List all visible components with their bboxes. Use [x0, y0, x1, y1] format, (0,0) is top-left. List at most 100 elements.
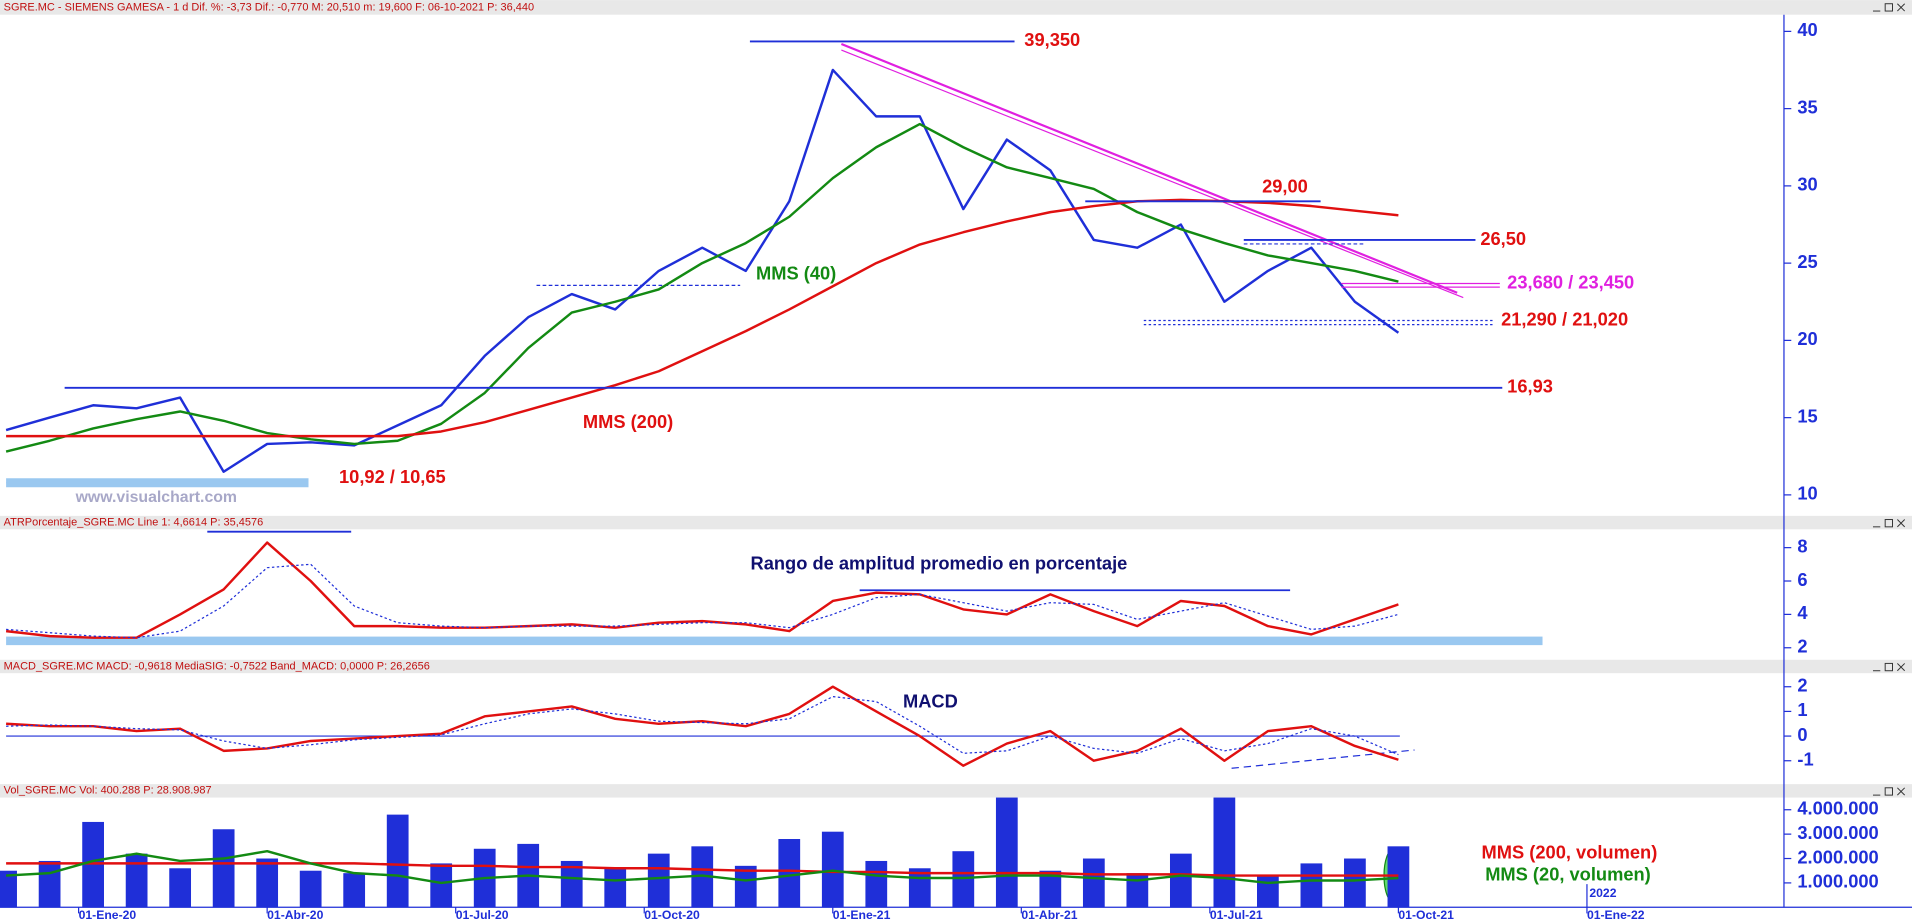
volume-bar	[647, 853, 670, 908]
x-tick-label: 01-Oct-20	[644, 908, 700, 922]
volume-bar	[386, 814, 409, 908]
volume-bar	[1169, 853, 1192, 908]
y-tick-label: 10	[1797, 483, 1817, 504]
x-tick-label: 01-Abr-20	[267, 908, 323, 922]
buttons[interactable]	[1872, 519, 1906, 528]
volume-bar	[1082, 858, 1105, 908]
macd-trend-line	[1231, 749, 1415, 769]
volume-bar	[1387, 846, 1410, 908]
y-tick-label: -1	[1797, 749, 1813, 770]
volume-bar	[604, 868, 627, 908]
buttons[interactable]	[1872, 662, 1906, 672]
y-tick-label: 40	[1797, 19, 1817, 40]
series-line	[6, 685, 1399, 767]
level-label: 29,00	[1262, 176, 1308, 197]
level-label: 26,50	[1480, 228, 1526, 249]
volume-bar	[256, 858, 279, 908]
volume-bar	[1213, 797, 1236, 908]
volume-bar	[212, 829, 235, 908]
volume-bar	[169, 868, 192, 908]
series-line	[6, 563, 1399, 639]
panel-title: MACD	[903, 690, 958, 711]
y-tick-label: 3.000.000	[1797, 822, 1878, 843]
panel-header: Vol_SGRE.MC Vol: 400.288 P: 28.908.987	[4, 785, 212, 797]
header-bar	[0, 515, 1912, 530]
volume-bar	[1126, 873, 1149, 908]
y-tick-label: 8	[1797, 535, 1807, 556]
volume-bar	[1300, 863, 1323, 908]
volume-bar	[38, 860, 61, 908]
y-tick-label: 2	[1797, 675, 1807, 696]
series-line	[5, 68, 1400, 473]
watermark: www.visualchart.com	[75, 489, 237, 506]
series-line	[5, 122, 1399, 453]
y-tick-label: 6	[1797, 569, 1807, 590]
window-buttons	[1872, 3, 1906, 796]
volume-bar	[125, 853, 148, 908]
panel: ATRPorcentaje_SGRE.MC Line 1: 4,6614 P: …	[4, 516, 1809, 656]
series-label: MMS (200, volumen)	[1482, 841, 1658, 862]
x-tick-label: 01-Ene-20	[79, 908, 137, 922]
y-tick-label: 2.000.000	[1797, 846, 1878, 867]
buttons[interactable]	[1872, 787, 1906, 796]
volume-bar	[299, 870, 322, 908]
series-line	[6, 695, 1399, 756]
y-tick-label: 15	[1797, 405, 1817, 426]
volume-bar	[821, 831, 844, 908]
y-tick-label: 35	[1797, 96, 1817, 117]
volume-bar	[995, 797, 1018, 908]
volume-bar	[343, 873, 366, 908]
volume-bar	[734, 865, 757, 908]
y-tick-label: 2	[1797, 636, 1807, 657]
atr-band	[6, 636, 1543, 646]
level-label: 23,680 / 23,450	[1507, 271, 1634, 292]
volume-bar	[778, 839, 801, 908]
level-label: 21,290 / 21,020	[1501, 308, 1628, 329]
series-line	[5, 541, 1399, 639]
header-bar	[0, 659, 1912, 674]
series-label: MMS (40)	[756, 262, 836, 283]
volume-bar	[1257, 875, 1279, 908]
series-line	[6, 862, 1399, 877]
series-line	[6, 849, 1399, 885]
volume-bar	[560, 860, 583, 908]
y-tick-label: 30	[1797, 174, 1817, 195]
x-tick-label: 01-Jul-20	[456, 908, 509, 922]
year-label: 2022	[1589, 886, 1616, 900]
y-tick-label: 4	[1797, 602, 1808, 623]
panel: MACD_SGRE.MC MACD: -0,9618 MediaSIG: -0,…	[4, 660, 1814, 769]
panel-header: ATRPorcentaje_SGRE.MC Line 1: 4,6614 P: …	[4, 516, 264, 528]
plot-area	[5, 68, 1400, 473]
x-tick-label: 01-Ene-21	[833, 908, 891, 922]
series-label: MMS (20, volumen)	[1485, 863, 1651, 884]
y-tick-label: 1	[1797, 699, 1807, 720]
header-bar	[0, 784, 1912, 798]
y-tick-label: 25	[1797, 251, 1817, 272]
plot-area	[0, 797, 1410, 908]
volume-bar	[865, 860, 888, 908]
volume-bar	[1344, 858, 1366, 908]
plot-area	[5, 541, 1399, 639]
series-line	[6, 198, 1399, 438]
level-label: 39,350	[1024, 29, 1080, 50]
header-bar	[0, 0, 1912, 15]
x-tick-label: 01-Abr-21	[1021, 908, 1077, 922]
level-label: 16,93	[1507, 376, 1553, 397]
panel-header: SGRE.MC - SIEMENS GAMESA - 1 d Dif. %: -…	[4, 1, 534, 13]
panel-title: Rango de amplitud promedio en porcentaje	[751, 552, 1128, 573]
x-tick-label: 01-Oct-21	[1398, 908, 1454, 922]
y-tick-label: 1.000.000	[1797, 871, 1878, 892]
volume-bar	[1039, 870, 1062, 908]
panel: Vol_SGRE.MC Vol: 400.288 P: 28.908.987 1.…	[0, 785, 1879, 922]
trend-line	[841, 49, 1464, 299]
y-tick-label: 20	[1797, 328, 1817, 349]
trend-line	[840, 42, 1458, 294]
panel-header: MACD_SGRE.MC MACD: -0,9618 MediaSIG: -0,…	[4, 660, 430, 672]
buttons[interactable]	[1872, 3, 1906, 12]
panel: SGRE.MC - SIEMENS GAMESA - 1 d Dif. %: -…	[4, 1, 1818, 505]
volume-bar	[430, 863, 453, 908]
